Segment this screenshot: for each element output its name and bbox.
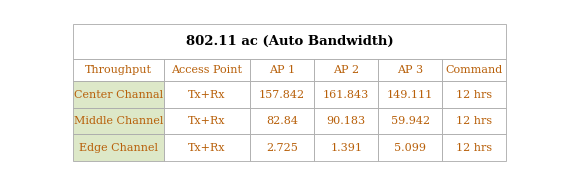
- Bar: [314, 81, 378, 108]
- Bar: [378, 108, 442, 134]
- Text: AP 3: AP 3: [397, 65, 423, 75]
- Text: 802.11 ac (Auto Bandwidth): 802.11 ac (Auto Bandwidth): [186, 35, 393, 48]
- Text: Throughput: Throughput: [85, 65, 152, 75]
- Bar: [250, 108, 314, 134]
- Text: Edge Channel: Edge Channel: [79, 143, 158, 153]
- Bar: [250, 134, 314, 161]
- Text: 2.725: 2.725: [266, 143, 298, 153]
- Text: 5.099: 5.099: [394, 143, 426, 153]
- Text: 161.843: 161.843: [323, 90, 370, 100]
- Text: AP 1: AP 1: [269, 65, 295, 75]
- Bar: [442, 59, 506, 81]
- Bar: [250, 81, 314, 108]
- Bar: [164, 59, 250, 81]
- Text: 157.842: 157.842: [259, 90, 305, 100]
- Text: 1.391: 1.391: [330, 143, 362, 153]
- Bar: [73, 24, 506, 59]
- Text: Tx+Rx: Tx+Rx: [188, 143, 226, 153]
- Bar: [442, 81, 506, 108]
- Bar: [73, 59, 164, 81]
- Text: Tx+Rx: Tx+Rx: [188, 116, 226, 126]
- Text: 90.183: 90.183: [327, 116, 366, 126]
- Bar: [164, 134, 250, 161]
- Text: 59.942: 59.942: [390, 116, 430, 126]
- Bar: [73, 81, 164, 108]
- Bar: [378, 81, 442, 108]
- Bar: [73, 134, 164, 161]
- Text: Center Channal: Center Channal: [74, 90, 163, 100]
- Bar: [378, 134, 442, 161]
- Text: 12 hrs: 12 hrs: [456, 143, 492, 153]
- Bar: [73, 108, 164, 134]
- Bar: [314, 134, 378, 161]
- Text: 82.84: 82.84: [266, 116, 298, 126]
- Text: Tx+Rx: Tx+Rx: [188, 90, 226, 100]
- Bar: [442, 108, 506, 134]
- Bar: [250, 59, 314, 81]
- Bar: [164, 108, 250, 134]
- Text: 12 hrs: 12 hrs: [456, 116, 492, 126]
- Text: Access Point: Access Point: [172, 65, 242, 75]
- Text: 12 hrs: 12 hrs: [456, 90, 492, 100]
- Bar: [442, 134, 506, 161]
- Text: Middle Channel: Middle Channel: [73, 116, 163, 126]
- Text: AP 2: AP 2: [333, 65, 359, 75]
- Bar: [164, 81, 250, 108]
- Bar: [314, 108, 378, 134]
- Bar: [314, 59, 378, 81]
- Bar: [378, 59, 442, 81]
- Text: 149.111: 149.111: [387, 90, 433, 100]
- Text: Command: Command: [446, 65, 503, 75]
